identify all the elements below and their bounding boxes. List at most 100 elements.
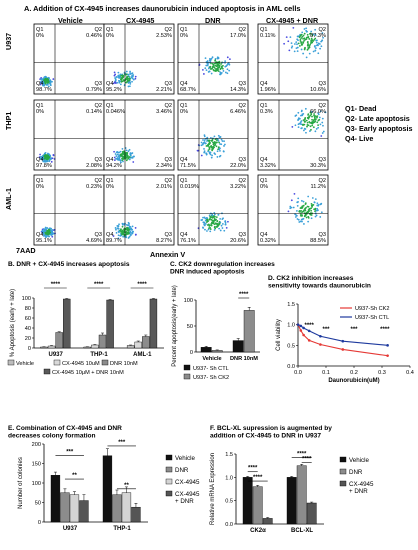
flow-dot — [301, 114, 304, 117]
chart-title: D. CK2 inhibition increases sensitivity t… — [268, 275, 371, 290]
flow-dot — [216, 156, 219, 158]
y-tick-label: 1.5 — [287, 302, 295, 308]
bar — [69, 494, 80, 523]
flow-dot — [50, 233, 53, 236]
flow-dot — [302, 37, 305, 40]
flow-dot — [213, 213, 216, 216]
flow-dot — [122, 152, 124, 155]
quadrant-key-q1: Q1- Dead — [345, 104, 377, 113]
flow-dot — [200, 154, 203, 157]
x-tick-label: 0.4 — [406, 370, 414, 376]
flow-dot — [297, 119, 299, 122]
flow-dot — [127, 85, 130, 88]
flow-dot — [217, 213, 220, 216]
bar — [98, 334, 107, 349]
flow-dot — [39, 83, 42, 86]
flow-dot — [312, 50, 315, 53]
bar — [149, 298, 158, 349]
bar — [40, 346, 48, 349]
flow-dot — [227, 220, 229, 223]
quadrant-label-q1: Q1 0% — [106, 27, 114, 39]
flow-dot — [307, 114, 310, 116]
flow-dot — [204, 228, 206, 231]
flow-dot — [117, 159, 120, 161]
flow-dot — [316, 121, 319, 124]
flow-dot — [319, 110, 322, 113]
flow-dot — [205, 217, 208, 219]
flow-plot-dots — [112, 221, 137, 240]
flow-dot — [302, 34, 305, 37]
flow-dot — [45, 159, 48, 162]
flow-dot — [310, 209, 313, 212]
flow-dot — [121, 223, 124, 226]
flow-dot — [42, 82, 44, 85]
flow-dot — [218, 60, 221, 63]
flow-dot — [308, 52, 311, 55]
chart-title: B. DNR + CX-4945 increases apoptosis — [8, 261, 130, 268]
flow-dot — [127, 231, 130, 234]
flow-dot — [213, 135, 216, 138]
x-tick-label: BCL-XL — [291, 528, 313, 534]
flow-dot — [314, 120, 317, 123]
significance-label: **** — [380, 327, 390, 333]
flow-dot — [310, 37, 313, 40]
flow-dot — [213, 140, 216, 143]
flow-dot — [303, 120, 306, 123]
bar — [126, 345, 135, 349]
significance-label: **** — [239, 292, 249, 298]
flow-dot — [130, 75, 133, 77]
flow-dot — [306, 48, 309, 51]
quadrant-key-q4: Q4- Live — [345, 134, 374, 143]
flow-dot — [313, 38, 316, 41]
flow-dot — [122, 75, 125, 77]
quadrant-label-q1: Q1 0.019% — [180, 178, 199, 190]
flow-dot — [216, 139, 218, 142]
flow-dot — [309, 114, 312, 117]
series-point — [386, 344, 389, 347]
y-tick-label: 200 — [32, 442, 41, 448]
quadrant-label-q4: Q4 76.1% — [180, 232, 196, 244]
flow-dot — [294, 124, 297, 127]
series-point — [386, 354, 389, 357]
flow-dot — [131, 231, 134, 234]
flow-dot — [321, 32, 324, 34]
flow-dot — [316, 39, 318, 42]
flow-dot — [118, 223, 120, 226]
flow-dot — [222, 70, 225, 72]
flow-dot — [300, 42, 303, 44]
flow-dot — [208, 225, 211, 227]
flow-dot — [317, 113, 320, 116]
legend-swatch — [165, 454, 173, 461]
flow-dot — [213, 62, 216, 65]
flow-dot — [49, 83, 52, 85]
x-tick-label: 0.3 — [378, 370, 386, 376]
flow-dot — [309, 122, 312, 124]
quadrant-label-q3: Q3 2.21% — [156, 81, 172, 93]
flow-dot — [218, 62, 221, 65]
flow-dot — [297, 111, 300, 114]
flow-dot — [293, 50, 296, 53]
flow-dot — [224, 143, 226, 146]
flow-dot — [130, 227, 133, 230]
flow-dot — [48, 232, 50, 235]
flow-dot — [119, 73, 122, 76]
flow-dot — [210, 156, 213, 159]
x-tick-label: THP-1 — [90, 352, 108, 358]
flow-dot — [321, 39, 324, 42]
flow-dot — [113, 156, 116, 159]
y-tick-label: 0.5 — [225, 499, 233, 505]
series-point — [299, 324, 303, 328]
flow-dot — [47, 157, 50, 160]
flow-dot — [220, 143, 223, 146]
legend-swatch — [7, 359, 15, 366]
quadrant-label-q4: Q4 89.7% — [106, 232, 122, 244]
flow-dot — [113, 71, 116, 74]
legend-label: CX-4945 + DNR — [175, 491, 200, 505]
flow-dot — [208, 70, 211, 73]
flow-dot — [307, 117, 310, 120]
flow-dot — [214, 69, 217, 72]
flow-dot — [211, 62, 214, 65]
flow-dot — [312, 119, 315, 122]
flow-dot — [317, 52, 320, 55]
flow-dot — [113, 81, 116, 84]
